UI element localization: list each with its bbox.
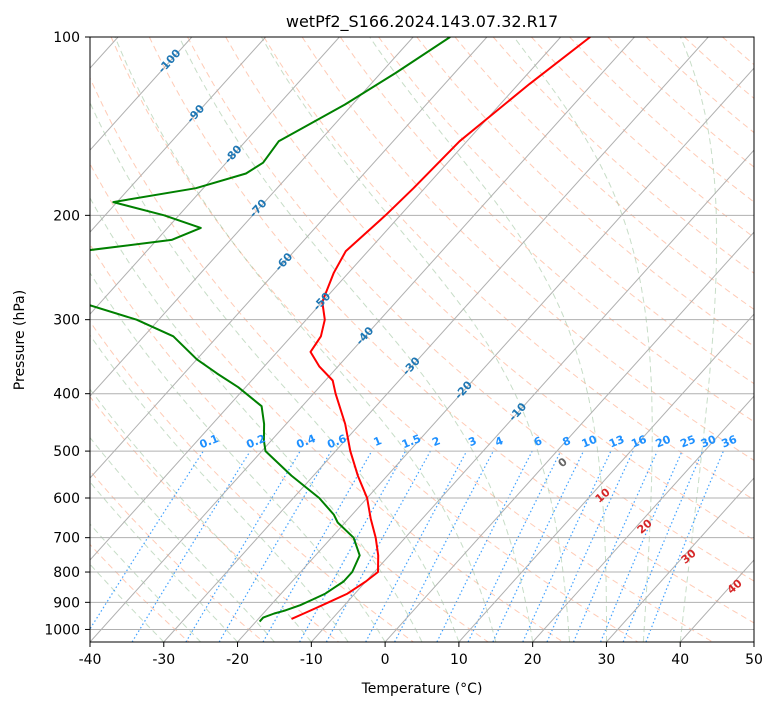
isotherm-gridline <box>310 149 754 642</box>
mixing-ratio-label: 16 <box>629 433 648 451</box>
x-tick-label: -20 <box>226 652 249 668</box>
mixing-ratio-label: 25 <box>678 433 697 451</box>
mixing-ratio-label: 13 <box>607 433 626 451</box>
dry-adiabat <box>90 243 489 642</box>
moist-adiabat <box>90 481 238 642</box>
x-tick-label: 0 <box>381 652 390 668</box>
y-tick-label: 700 <box>53 531 80 547</box>
mixing-ratio-label: 8 <box>561 434 573 449</box>
dry-adiabat <box>339 37 754 423</box>
isotherm-gridline <box>237 67 754 642</box>
isotherm-gridline <box>90 37 193 151</box>
mixing-ratio-line <box>645 450 724 642</box>
plot-area <box>90 37 754 642</box>
mixing-ratio-line <box>90 450 204 631</box>
mixing-ratio-line <box>622 450 704 642</box>
mixing-ratio-line <box>325 450 431 642</box>
moist-adiabat <box>90 101 460 642</box>
isotherm-gridline <box>90 37 340 315</box>
moist-adiabat <box>513 37 653 642</box>
y-tick-label: 800 <box>53 565 80 581</box>
mixing-ratio-label: 20 <box>654 433 673 451</box>
moist-adiabat <box>679 37 718 642</box>
dry-adiabat <box>148 37 754 624</box>
mixing-ratio-line <box>299 450 407 642</box>
axes: -40 -30 -20 -10 0 10 20 30 40 50 100 200 300 400 500 60… <box>44 30 763 668</box>
dry-adiabat <box>301 37 754 461</box>
moist-adiabat <box>90 436 275 642</box>
mixing-ratio-line <box>546 450 634 642</box>
isotherm-gridline <box>384 231 754 642</box>
dry-adiabat <box>187 37 754 582</box>
moist-adiabat <box>90 272 386 642</box>
mixing-ratio-label: 30 <box>699 433 718 451</box>
isotherm-gridline <box>458 313 754 642</box>
moist-adiabats <box>90 37 718 642</box>
x-tick-label: 50 <box>745 652 763 668</box>
isotherm-gridline <box>90 37 635 642</box>
y-tick-label: 600 <box>53 491 80 507</box>
profiles <box>90 37 591 623</box>
x-tick-label: 10 <box>450 652 468 668</box>
x-tick-label: -10 <box>300 652 323 668</box>
dry-adiabat <box>90 76 639 642</box>
x-axis-label: Temperature (°C) <box>361 681 483 697</box>
y-tick-label: 1000 <box>44 622 80 638</box>
x-tick-label: 30 <box>598 652 616 668</box>
isotherm-gridline <box>90 37 488 479</box>
y-tick-label: 400 <box>53 387 80 403</box>
mixing-ratio-label: 10 <box>580 433 599 451</box>
isotherm-gridline <box>532 395 754 642</box>
x-tick-label: -30 <box>152 652 175 668</box>
mixing-ratio-label: 1 <box>372 434 384 449</box>
dry-adiabat <box>90 162 564 642</box>
moist-adiabat <box>114 37 497 642</box>
x-tick-label: 20 <box>524 652 542 668</box>
mixing-ratio-line <box>600 450 683 642</box>
y-tick-label: 200 <box>53 208 80 224</box>
moist-adiabat <box>369 37 607 642</box>
mixing-ratio-line <box>365 450 468 642</box>
chart-title: wetPf2_S166.2024.143.07.32.R17 <box>286 12 558 32</box>
y-axis-label: Pressure (hPa) <box>12 290 28 390</box>
x-tick-label: 40 <box>671 652 689 668</box>
isotherm-gridline <box>90 37 562 561</box>
y-tick-label: 900 <box>53 595 80 611</box>
y-tick-label: 300 <box>53 313 80 329</box>
temperature-profile <box>291 37 591 620</box>
y-tick-label: 100 <box>53 30 80 46</box>
isotherm-gridline <box>606 477 754 642</box>
x-tick-label: -40 <box>79 652 102 668</box>
mixing-ratio-line <box>572 450 658 642</box>
mixing-ratio-line <box>436 450 533 642</box>
moist-adiabat <box>260 37 571 642</box>
isotherm-gridline <box>90 37 266 233</box>
mixing-ratio-label: 3 <box>467 434 479 449</box>
dry-adiabats <box>90 37 754 642</box>
isotherm-gridline <box>90 37 414 397</box>
plot-frame <box>89 36 755 643</box>
dewpoint-profile <box>90 37 451 623</box>
isotherm-gridline <box>163 37 709 642</box>
moist-adiabat <box>178 37 534 642</box>
moist-adiabat <box>90 334 349 642</box>
y-tick-label: 500 <box>53 444 80 460</box>
mixing-ratio-label: 36 <box>720 433 739 451</box>
grid <box>90 37 754 642</box>
dry-adiabat <box>90 543 190 642</box>
dry-adiabat <box>378 37 754 385</box>
mixing-ratio-label: 2 <box>430 434 442 449</box>
